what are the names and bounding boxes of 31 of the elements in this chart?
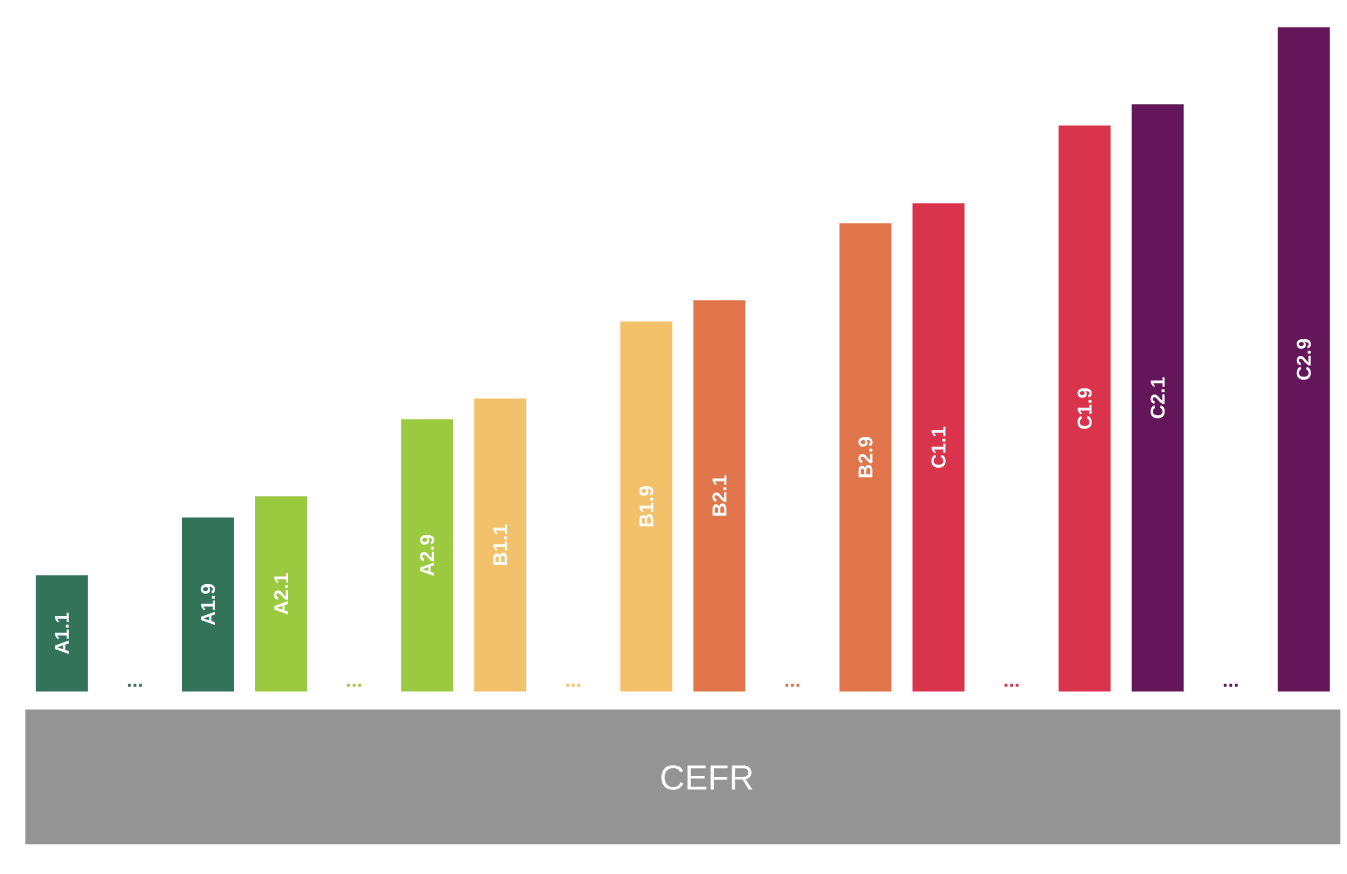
- x-tick-label: C1.9: [1077, 388, 1092, 430]
- x-tick-label: ...: [566, 684, 581, 688]
- text: CEFR: [661, 765, 753, 791]
- x-tick-label: B1.9: [639, 486, 654, 527]
- bar: [620, 321, 673, 692]
- bar: [1277, 27, 1330, 692]
- x-tick-label: ...: [1223, 684, 1238, 688]
- bar: [474, 398, 527, 692]
- bar: [1131, 104, 1184, 692]
- bar: [181, 517, 234, 692]
- bar: [255, 496, 308, 692]
- x-tick-label: ...: [127, 684, 142, 688]
- bar: [35, 575, 88, 692]
- x-tick-label: ...: [1004, 684, 1019, 688]
- x-tick-label: ...: [785, 684, 800, 688]
- x-tick-label: A1.9: [200, 584, 216, 626]
- x-tick-label: A2.9: [420, 535, 435, 577]
- bar: [912, 203, 965, 692]
- x-tick-label: C2.9: [1296, 339, 1311, 380]
- x-tick-label: B2.1: [712, 475, 727, 516]
- x-tick-label: ...: [347, 684, 362, 688]
- x-tick-label: C1.1: [931, 427, 946, 468]
- x-tick-label: A2.1: [274, 573, 289, 615]
- x-tick-label: A1.1: [54, 613, 69, 655]
- bar: [693, 300, 746, 692]
- bar: [401, 419, 454, 692]
- x-tick-label: B2.9: [858, 437, 873, 478]
- x-tick-label: C2.1: [1150, 377, 1165, 419]
- bar: [839, 223, 892, 692]
- x-tick-label: B1.1: [493, 524, 508, 566]
- bar: [1058, 125, 1111, 692]
